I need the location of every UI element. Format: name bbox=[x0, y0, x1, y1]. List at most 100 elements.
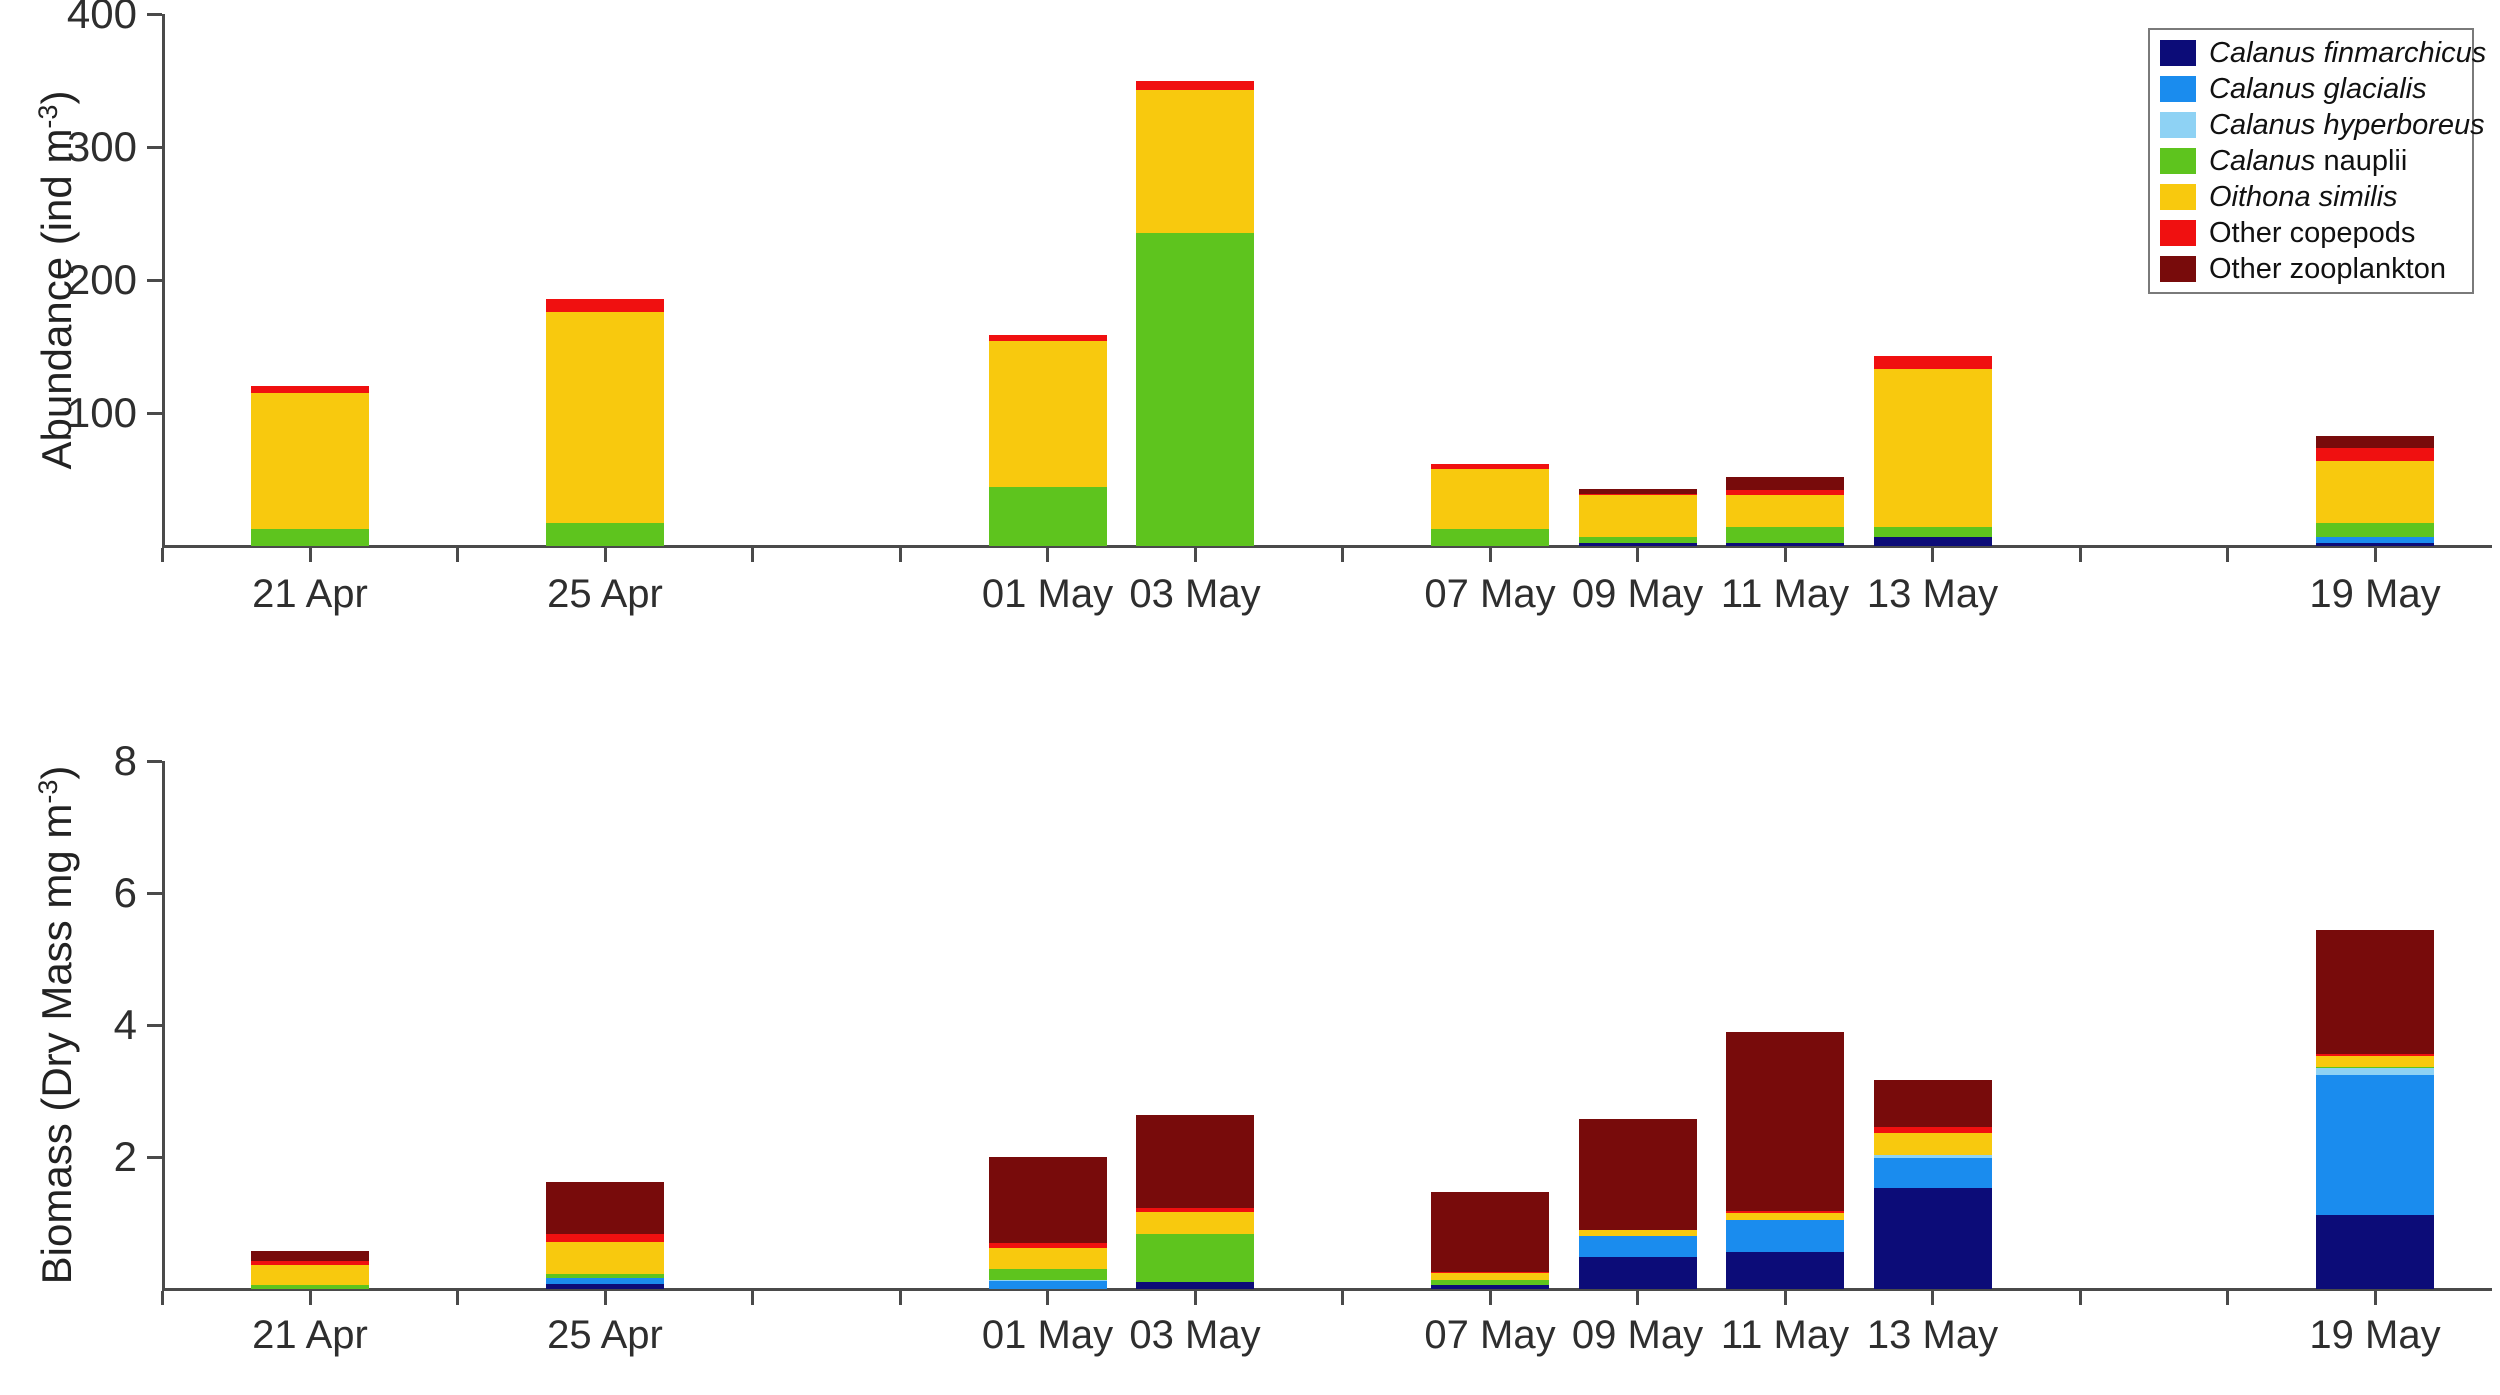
abundance-x-tick-day2 bbox=[456, 547, 459, 562]
abundance-y-tick-label-300: 300 bbox=[66, 123, 137, 170]
abundance-bar-19-may-segment-glacialis bbox=[2316, 536, 2434, 543]
biomass-x-tick-day2 bbox=[456, 1290, 459, 1305]
abundance-x-tick-day20 bbox=[1783, 547, 1787, 562]
biomass-x-label-25-apr: 25 Apr bbox=[547, 1313, 663, 1357]
legend-item-nauplii: Calanus nauplii bbox=[2160, 144, 2462, 178]
biomass-bar-09-may-segment-glacialis bbox=[1578, 1236, 1697, 1258]
biomass-bar-11-may-segment-glacialis bbox=[1726, 1219, 1844, 1253]
abundance-bar-11-may-segment-similis bbox=[1726, 495, 1844, 528]
biomass-bar-01-may-segment-nauplii bbox=[988, 1269, 1107, 1280]
biomass-bar-13-may-segment-similis bbox=[1873, 1133, 1992, 1155]
abundance-bar-11-may-segment-nauplii bbox=[1726, 527, 1844, 544]
abundance-x-label-03-may: 03 May bbox=[1129, 572, 1261, 616]
biomass-y-axis-title-superscript: -3 bbox=[33, 779, 63, 804]
biomass-bar-19-may-segment-copepods bbox=[2316, 1054, 2434, 1056]
abundance-x-tick-day28 bbox=[2373, 547, 2377, 562]
biomass-x-tick-day12 bbox=[1193, 1290, 1197, 1305]
biomass-bar-13-may-segment-zooplankton bbox=[1873, 1079, 1992, 1128]
biomass-x-label-21-apr: 21 Apr bbox=[252, 1313, 368, 1357]
abundance-bar-21-apr-segment-nauplii bbox=[251, 528, 369, 546]
biomass-x-label-09-may: 09 May bbox=[1571, 1313, 1704, 1357]
abundance-bar-19-may-segment-zooplankton bbox=[2316, 435, 2434, 448]
biomass-x-tick-day-2 bbox=[161, 1290, 164, 1305]
abundance-bar-13-may-segment-similis bbox=[1873, 369, 1992, 528]
biomass-bar-03-may-segment-nauplii bbox=[1136, 1234, 1254, 1282]
biomass-x-tick-day20 bbox=[1783, 1290, 1787, 1305]
biomass-x-tick-day4 bbox=[603, 1290, 607, 1305]
biomass-x-label-03-may: 03 May bbox=[1129, 1313, 1261, 1357]
biomass-bar-19-may-segment-hyperboreus bbox=[2316, 1067, 2434, 1076]
biomass-bar-25-apr-segment-zooplankton bbox=[546, 1182, 664, 1235]
abundance-bar-07-may-segment-similis bbox=[1431, 468, 1549, 529]
biomass-y-axis bbox=[161, 761, 165, 1291]
abundance-bar-09-may-segment-similis bbox=[1578, 495, 1697, 537]
abundance-y-tick-200 bbox=[146, 278, 162, 282]
abundance-bar-13-may-segment-copepods bbox=[1873, 355, 1992, 370]
biomass-y-tick-8 bbox=[146, 759, 162, 763]
legend-label-glacialis: Calanus glacialis bbox=[2209, 73, 2427, 105]
abundance-y-tick-label-100: 100 bbox=[66, 389, 137, 436]
abundance-y-axis-title-superscript: -3 bbox=[33, 104, 63, 129]
biomass-bar-19-may-segment-nauplii bbox=[2316, 1066, 2434, 1068]
biomass-bar-13-may-segment-glacialis bbox=[1873, 1158, 1992, 1188]
biomass-x-tick-day0 bbox=[308, 1290, 312, 1305]
biomass-x-tick-day10 bbox=[1046, 1290, 1049, 1305]
biomass-y-tick-label-8: 8 bbox=[113, 737, 137, 784]
abundance-x-label-01-may: 01 May bbox=[981, 572, 1114, 616]
biomass-x-tick-day18 bbox=[1636, 1290, 1639, 1305]
abundance-x-tick-day-2 bbox=[161, 547, 164, 562]
biomass-x-label-13-may: 13 May bbox=[1866, 1313, 1999, 1357]
legend-label-nauplii: Calanus nauplii bbox=[2209, 145, 2408, 177]
biomass-bar-19-may-segment-finmarchicus bbox=[2316, 1215, 2434, 1289]
biomass-x-axis bbox=[161, 1287, 2492, 1291]
biomass-bar-01-may-segment-similis bbox=[988, 1248, 1107, 1270]
biomass-y-tick-6 bbox=[146, 891, 162, 895]
abundance-x-tick-day8 bbox=[898, 547, 902, 562]
legend: Calanus finmarchicus Calanus glacialis Cal… bbox=[2148, 28, 2486, 294]
abundance-bar-09-may-segment-copepods bbox=[1578, 494, 1697, 496]
abundance-y-axis-title: Abundance (ind m-3) bbox=[23, 0, 80, 650]
biomass-y-axis-title-text: Biomass (Dry Mass mg m bbox=[33, 803, 80, 1285]
abundance-bar-03-may-segment-nauplii bbox=[1136, 233, 1254, 546]
abundance-x-label-11-may: 11 May bbox=[1720, 572, 1850, 616]
biomass-bar-09-may-segment-similis bbox=[1578, 1230, 1697, 1237]
biomass-bar-03-may-segment-zooplankton bbox=[1136, 1114, 1254, 1208]
abundance-bar-21-apr-segment-similis bbox=[251, 393, 369, 529]
abundance-x-tick-day22 bbox=[1931, 547, 1934, 562]
abundance-x-tick-day24 bbox=[2078, 547, 2082, 562]
legend-swatch-copepods bbox=[2160, 220, 2196, 246]
biomass-bar-11-may-segment-finmarchicus bbox=[1726, 1252, 1844, 1289]
biomass-bar-03-may-segment-similis bbox=[1136, 1211, 1254, 1235]
abundance-x-tick-day6 bbox=[751, 547, 754, 562]
biomass-bar-25-apr-segment-finmarchicus bbox=[546, 1283, 664, 1289]
legend-swatch-similis bbox=[2160, 184, 2196, 210]
legend-item-glacialis: Calanus glacialis bbox=[2160, 72, 2462, 106]
biomass-bar-07-may-segment-zooplankton bbox=[1431, 1191, 1549, 1272]
abundance-bar-11-may-segment-finmarchicus bbox=[1726, 543, 1844, 546]
abundance-bar-01-may-segment-copepods bbox=[988, 334, 1107, 342]
biomass-bar-25-apr-segment-nauplii bbox=[546, 1273, 664, 1278]
abundance-bar-09-may-segment-zooplankton bbox=[1578, 488, 1697, 495]
abundance-bar-19-may-segment-nauplii bbox=[2316, 523, 2434, 537]
abundance-y-axis-title-text: Abundance (ind m bbox=[33, 128, 80, 470]
abundance-y-tick-300 bbox=[146, 145, 162, 149]
biomass-x-tick-day26 bbox=[2226, 1290, 2229, 1305]
biomass-bar-07-may-segment-similis bbox=[1431, 1273, 1549, 1280]
legend-swatch-hyperboreus bbox=[2160, 112, 2196, 138]
biomass-bar-13-may-segment-finmarchicus bbox=[1873, 1188, 1992, 1289]
abundance-bar-11-may-segment-zooplankton bbox=[1726, 476, 1844, 491]
biomass-bar-13-may-segment-hyperboreus bbox=[1873, 1155, 1992, 1159]
biomass-bar-25-apr-segment-copepods bbox=[546, 1234, 664, 1243]
abundance-bar-11-may-segment-copepods bbox=[1726, 490, 1844, 496]
abundance-bar-25-apr-segment-similis bbox=[546, 311, 664, 524]
biomass-bar-01-may-segment-copepods bbox=[988, 1242, 1107, 1249]
biomass-bar-09-may-segment-finmarchicus bbox=[1578, 1257, 1697, 1289]
legend-swatch-finmarchicus bbox=[2160, 40, 2196, 66]
biomass-x-tick-day16 bbox=[1488, 1290, 1492, 1305]
biomass-y-axis-title-suffix: ) bbox=[33, 765, 80, 780]
biomass-bar-07-may-segment-nauplii bbox=[1431, 1279, 1549, 1286]
legend-swatch-glacialis bbox=[2160, 76, 2196, 102]
abundance-x-tick-day16 bbox=[1488, 547, 1492, 562]
biomass-bar-01-may-segment-hyperboreus bbox=[988, 1279, 1107, 1282]
biomass-bar-13-may-segment-copepods bbox=[1873, 1127, 1992, 1134]
